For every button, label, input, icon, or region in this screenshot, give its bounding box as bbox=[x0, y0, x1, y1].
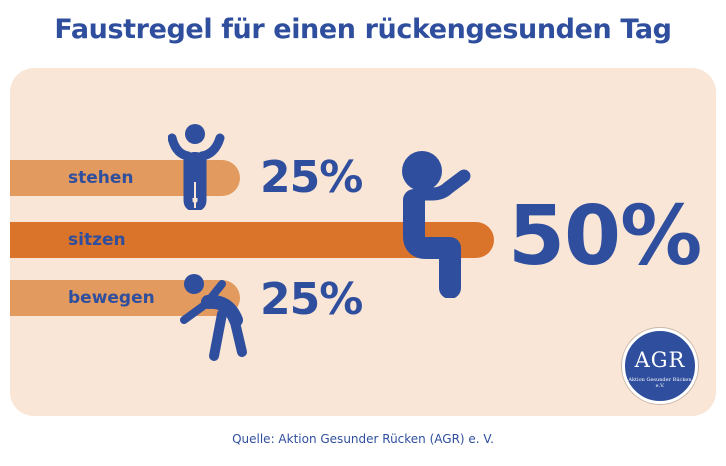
sitting-person-icon bbox=[402, 151, 471, 298]
moving-person-icon bbox=[180, 274, 247, 361]
page-title: Faustregel für einen rückengesunden Tag bbox=[54, 14, 672, 45]
logo-subtext: Aktion Gesunder Rücken e.V. bbox=[628, 377, 692, 389]
logo-text: AGR bbox=[634, 348, 686, 372]
bar-label-sitzen: sitzen bbox=[68, 230, 126, 250]
agr-logo: AGR Aktion Gesunder Rücken e.V. bbox=[622, 328, 698, 404]
value-label-sitzen: 50% bbox=[508, 189, 702, 284]
chart-panel: stehen 25% sitzen 50% bewegen 25% bbox=[10, 68, 716, 416]
value-label-stehen: 25% bbox=[260, 152, 363, 203]
bar-label-bewegen: bewegen bbox=[68, 288, 155, 308]
value-label-bewegen: 25% bbox=[260, 274, 363, 325]
source-note: Quelle: Aktion Gesunder Rücken (AGR) e. … bbox=[232, 432, 494, 446]
bar-label-stehen: stehen bbox=[68, 168, 134, 188]
standing-person-icon bbox=[168, 124, 225, 210]
